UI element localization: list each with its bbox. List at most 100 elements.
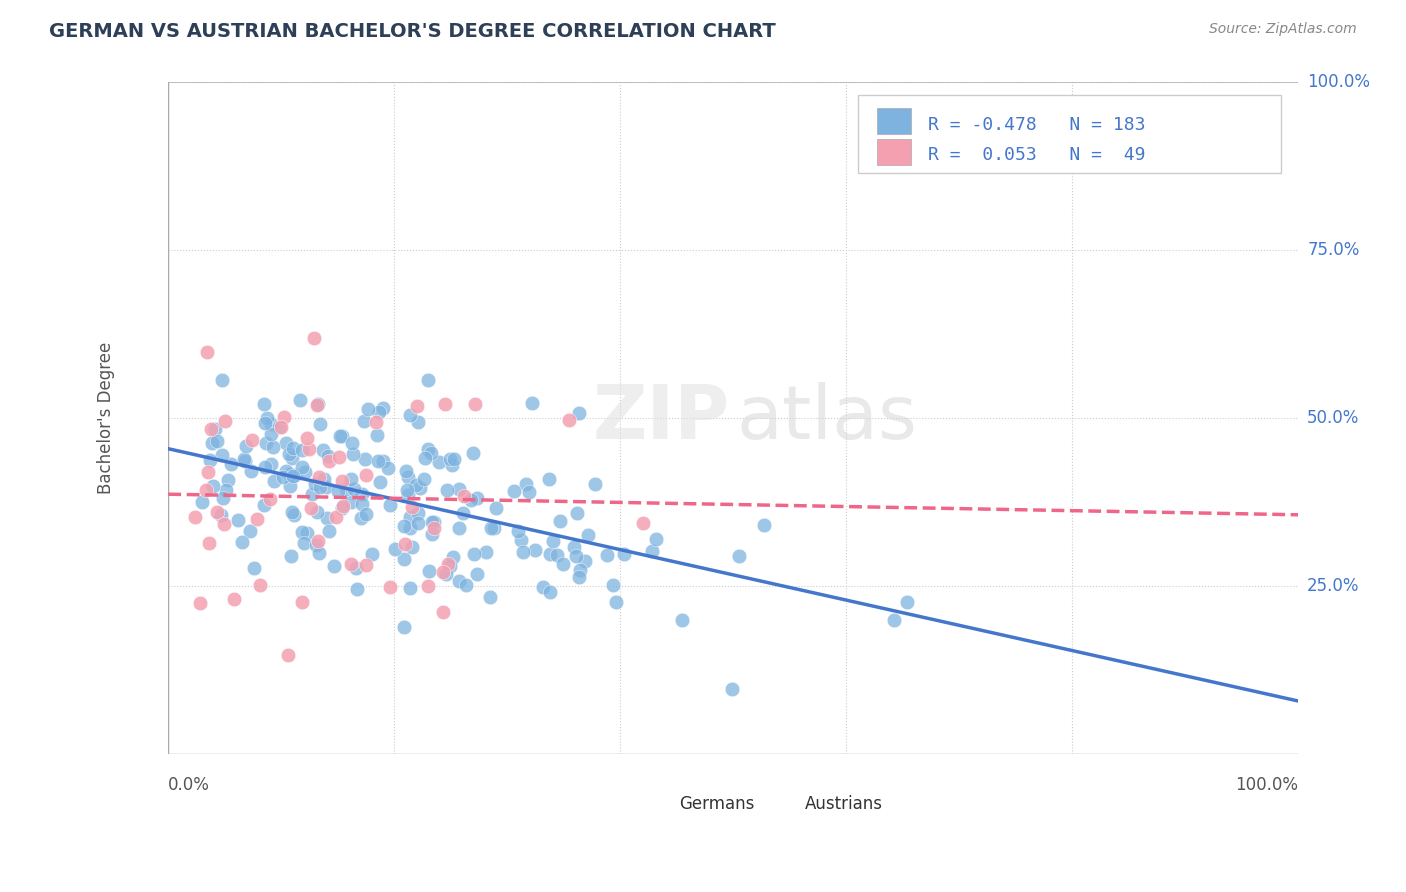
- Point: [271, 470, 294, 484]
- Point: [447, 574, 470, 588]
- Point: [399, 581, 422, 595]
- Point: [401, 540, 423, 554]
- Point: [721, 681, 744, 696]
- Point: [222, 591, 245, 606]
- Point: [312, 442, 335, 457]
- Point: [463, 547, 485, 561]
- Point: [301, 487, 323, 501]
- Point: [515, 477, 537, 491]
- Point: [416, 442, 439, 457]
- Point: [396, 470, 419, 484]
- Text: Bachelor's Degree: Bachelor's Degree: [97, 342, 115, 494]
- Point: [443, 452, 465, 467]
- Point: [367, 454, 389, 468]
- Point: [409, 481, 432, 495]
- Point: [291, 443, 314, 458]
- Point: [360, 547, 382, 561]
- Point: [280, 549, 302, 563]
- Bar: [877, 139, 911, 165]
- Point: [350, 511, 373, 525]
- Point: [354, 468, 377, 483]
- Point: [270, 420, 292, 434]
- Point: [418, 564, 440, 578]
- Point: [343, 482, 366, 496]
- Point: [276, 464, 298, 478]
- Point: [314, 472, 336, 486]
- Point: [231, 535, 253, 549]
- Point: [602, 578, 624, 592]
- Point: [246, 512, 269, 526]
- Point: [328, 484, 350, 499]
- Point: [432, 605, 454, 619]
- Point: [281, 451, 304, 466]
- Point: [209, 508, 232, 522]
- Point: [368, 475, 391, 489]
- Point: [188, 596, 211, 610]
- FancyBboxPatch shape: [858, 95, 1281, 173]
- Bar: [773, 796, 797, 816]
- Point: [207, 434, 229, 449]
- Point: [344, 561, 367, 575]
- Point: [201, 479, 224, 493]
- Point: [613, 547, 636, 561]
- Point: [467, 567, 489, 582]
- Point: [328, 450, 350, 465]
- Point: [294, 465, 316, 479]
- Point: [211, 373, 233, 387]
- Point: [316, 511, 339, 525]
- Point: [346, 582, 368, 596]
- Point: [461, 446, 484, 460]
- Point: [200, 422, 222, 436]
- Point: [305, 538, 328, 552]
- Bar: [877, 108, 911, 134]
- Point: [278, 467, 301, 481]
- Point: [211, 449, 233, 463]
- Point: [295, 431, 318, 445]
- Point: [398, 521, 420, 535]
- Point: [510, 533, 533, 547]
- Point: [215, 483, 238, 498]
- Point: [283, 508, 305, 522]
- Point: [583, 476, 606, 491]
- Point: [291, 460, 314, 475]
- Point: [307, 505, 329, 519]
- Point: [595, 548, 617, 562]
- Point: [332, 499, 354, 513]
- Point: [406, 516, 429, 530]
- Point: [460, 492, 482, 507]
- Point: [292, 536, 315, 550]
- Point: [378, 580, 401, 594]
- Point: [330, 474, 353, 488]
- Point: [475, 545, 498, 559]
- Point: [195, 483, 218, 497]
- Text: Germans: Germans: [679, 796, 755, 814]
- Text: 100.0%: 100.0%: [1308, 73, 1371, 91]
- Point: [413, 472, 436, 486]
- Point: [427, 455, 450, 469]
- Point: [538, 584, 561, 599]
- Text: Austrians: Austrians: [804, 796, 883, 814]
- Point: [232, 451, 254, 466]
- Point: [433, 397, 456, 411]
- Point: [198, 453, 221, 467]
- Point: [434, 567, 457, 582]
- Point: [256, 411, 278, 425]
- Bar: [648, 796, 673, 816]
- Point: [304, 331, 326, 345]
- Point: [447, 482, 470, 496]
- Point: [340, 495, 363, 509]
- Point: [212, 517, 235, 532]
- Point: [323, 559, 346, 574]
- Text: ZIP: ZIP: [592, 382, 730, 455]
- Point: [392, 620, 415, 634]
- Point: [576, 527, 599, 541]
- Point: [284, 468, 307, 483]
- Point: [330, 501, 353, 516]
- Point: [197, 465, 219, 479]
- Point: [441, 458, 464, 473]
- Point: [239, 464, 262, 478]
- Point: [291, 595, 314, 609]
- Point: [291, 524, 314, 539]
- Point: [191, 495, 214, 509]
- Point: [366, 428, 388, 442]
